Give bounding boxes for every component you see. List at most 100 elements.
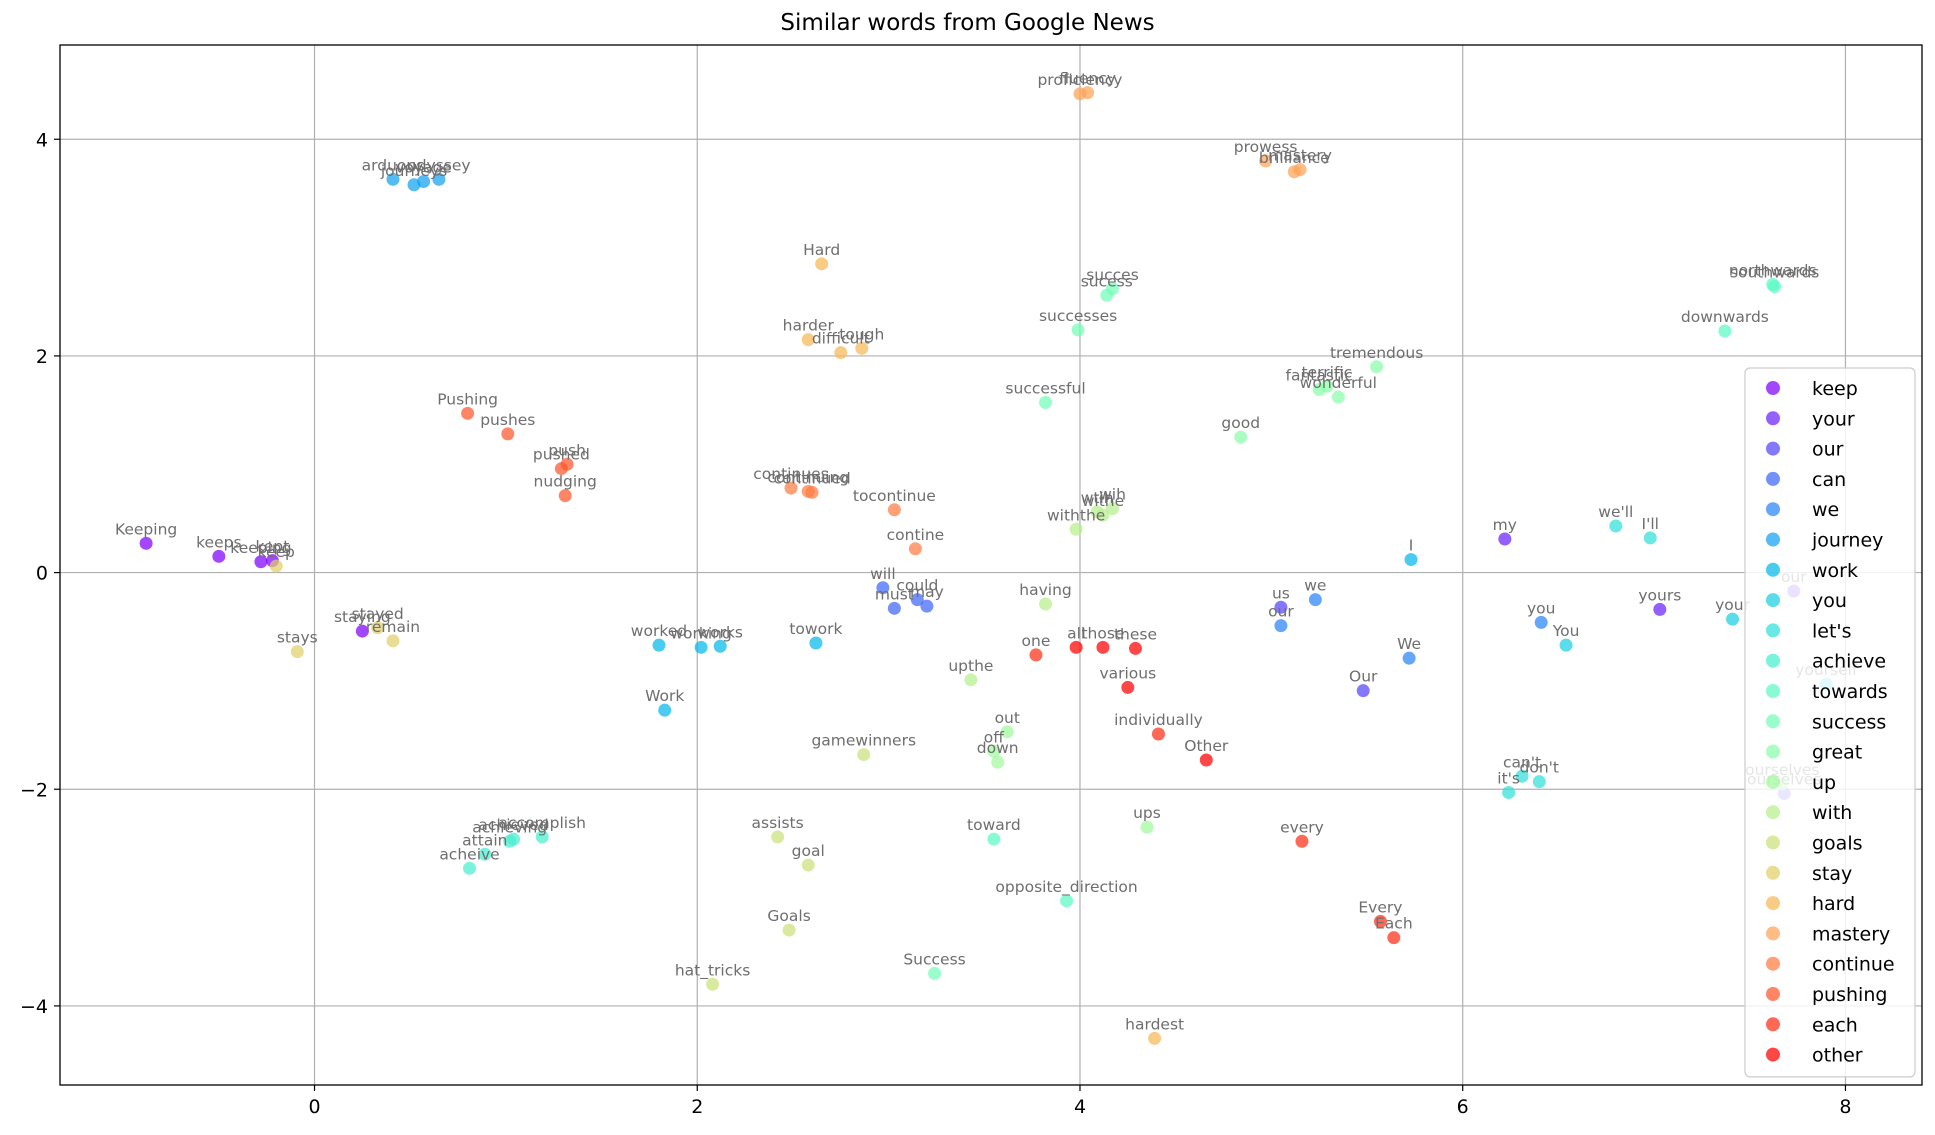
legend-entry: stay — [1812, 863, 1852, 885]
point-label: prowess — [1234, 138, 1298, 156]
point-label: difficult — [812, 330, 870, 348]
point-label: We — [1397, 635, 1421, 653]
legend-marker — [1766, 714, 1780, 729]
point-label: Work — [645, 687, 684, 705]
point-label: toward — [967, 816, 1021, 834]
point-label: keep — [258, 543, 295, 561]
legend-entry: work — [1812, 560, 1858, 582]
point-label: achieved — [478, 816, 548, 834]
point-achieve-3 — [507, 832, 521, 846]
point-each-3 — [1373, 914, 1387, 928]
point-label: Keeping — [115, 520, 177, 538]
point-label: stayed — [352, 605, 404, 623]
point-our-1 — [1356, 684, 1370, 698]
tick-layer: 0 2 4 6 8 −4 −2 0 2 4 — [20, 129, 1852, 1118]
legend-marker — [1766, 471, 1780, 486]
point-label: don't — [1520, 759, 1559, 777]
point-goals-1 — [771, 830, 785, 844]
point-label: individually — [1114, 711, 1203, 729]
point-label: good — [1221, 414, 1260, 432]
point-other-3 — [1121, 680, 1135, 694]
point-your-0 — [1498, 532, 1512, 546]
point-with-2 — [1069, 522, 1083, 536]
legend-marker — [1766, 1047, 1780, 1062]
point-goals-4 — [857, 748, 871, 762]
point-each-1 — [1151, 727, 1165, 741]
point-mastery-1 — [1081, 86, 1095, 100]
point-label: Other — [1184, 737, 1229, 755]
legend-entry: up — [1812, 772, 1836, 794]
point-label: Hard — [803, 241, 840, 259]
point-label: Every — [1358, 898, 1402, 916]
point-label: every — [1280, 818, 1324, 836]
point-label: Each — [1375, 915, 1413, 933]
point-label: Pushing — [437, 390, 498, 408]
point-label: hat_tricks — [675, 961, 750, 980]
point-hard-2 — [834, 346, 848, 360]
legend-entry: journey — [1811, 530, 1883, 552]
point-we-1 — [1308, 593, 1322, 607]
point-can-3 — [920, 599, 934, 613]
legend-marker — [1766, 744, 1780, 759]
point-goals-3 — [801, 858, 815, 872]
point-label: sucess — [1081, 272, 1133, 290]
point-success-4 — [1106, 282, 1120, 296]
legend-entry: pushing — [1812, 984, 1887, 1006]
point-label: your — [1715, 596, 1750, 614]
point-label: continues — [753, 465, 828, 483]
y-tick-label: −2 — [20, 779, 48, 801]
point-keep-2 — [254, 555, 268, 569]
point-can-1 — [887, 601, 901, 615]
point-label: wih — [1099, 486, 1126, 504]
legend-entry: let's — [1812, 620, 1852, 642]
point-label: will — [870, 565, 896, 583]
point-towards-2 — [1718, 324, 1732, 338]
point-pushing-3 — [560, 457, 574, 471]
y-tick-label: 2 — [36, 346, 48, 368]
point-mastery-2 — [1259, 154, 1273, 168]
point-label: accomplish — [499, 814, 586, 832]
legend-marker — [1766, 896, 1780, 911]
legend-entry: hard — [1812, 893, 1855, 915]
point-hard-3 — [855, 341, 869, 355]
point-label: arduous — [362, 156, 425, 174]
point-mastery-4 — [1293, 163, 1307, 177]
legend-marker — [1766, 623, 1780, 638]
legend-box — [1744, 367, 1916, 1078]
point-label: all — [1067, 624, 1085, 642]
x-tick-label: 6 — [1457, 1096, 1469, 1118]
point-continue-3 — [887, 503, 901, 517]
point-achieve-0 — [463, 861, 477, 875]
point-pushing-4 — [558, 489, 572, 503]
point-label: mastery — [1268, 147, 1332, 165]
legend-marker — [1766, 593, 1780, 608]
point-your-1 — [1653, 602, 1667, 616]
point-label: voyage — [395, 159, 452, 177]
plot-frame — [59, 44, 1923, 1086]
x-tick-label: 0 — [308, 1096, 320, 1118]
legend-entry: towards — [1812, 681, 1888, 703]
point-other-2 — [1128, 641, 1142, 655]
point-great-0 — [1234, 430, 1248, 444]
point-label: keeping — [230, 539, 291, 557]
point-label: opposite_direction — [995, 878, 1137, 897]
point-with-5 — [1106, 502, 1120, 516]
point-label: my — [1493, 516, 1517, 534]
point-label: Success — [903, 950, 965, 968]
point-label: goal — [792, 842, 825, 860]
point-label: those — [1081, 624, 1124, 642]
legend-marker — [1766, 562, 1780, 577]
point-success-2 — [1071, 323, 1085, 337]
legend: keep your our can we journey work you let's achie… — [1744, 367, 1916, 1078]
point-success-0 — [928, 966, 942, 980]
point-label: keeps — [196, 533, 241, 551]
legend-marker — [1766, 805, 1780, 820]
point-lets-0 — [1609, 519, 1623, 533]
point-label: stays — [277, 629, 318, 647]
point-label: upthe — [948, 657, 993, 675]
x-tick-label: 4 — [1074, 1096, 1086, 1118]
point-label: fantastic — [1286, 367, 1353, 385]
point-work-4 — [809, 636, 823, 650]
point-label: wonderful — [1300, 374, 1377, 392]
point-with-0 — [964, 673, 978, 687]
